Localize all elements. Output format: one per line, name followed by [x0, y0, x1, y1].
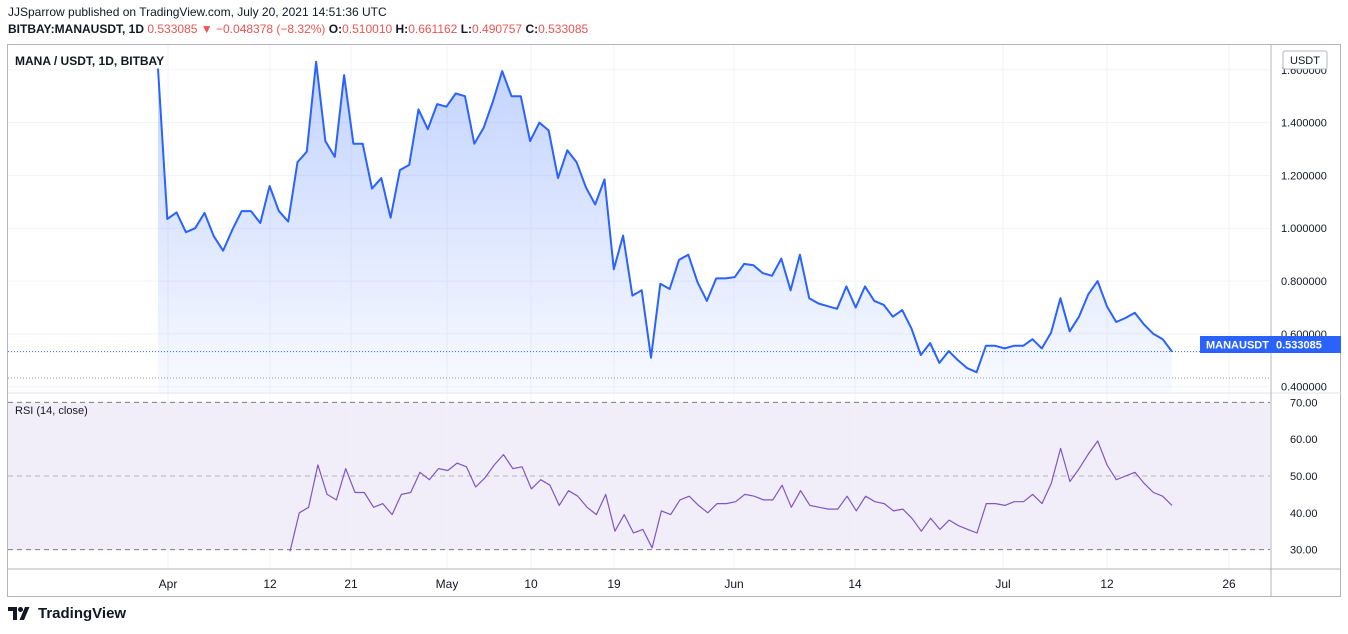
rsi-y-tick-label: 50.00 — [1290, 471, 1318, 483]
publisher-text: JJSparrow published on TradingView.com, … — [8, 5, 387, 19]
symbol-badge-label: MANAUSDT — [1206, 340, 1269, 352]
y-tick-label: 1.200000 — [1281, 170, 1327, 182]
x-tick-label: Apr — [159, 577, 178, 591]
chart-frame[interactable] — [7, 44, 1341, 597]
main-legend[interactable]: MANA / USDT, 1D, BITBAY — [15, 54, 164, 68]
y-tick-label: 0.400000 — [1281, 382, 1327, 394]
symbol-badge — [1200, 336, 1280, 353]
brand-name: TradingView — [38, 605, 127, 622]
rsi-y-tick-label: 70.00 — [1290, 397, 1318, 409]
open-value: 0.510010 — [342, 22, 393, 36]
price-change: −0.048378 (−8.32%) — [216, 22, 326, 36]
low-label: L: — [460, 22, 473, 36]
y-tick-label: 1.400000 — [1281, 118, 1327, 130]
footer[interactable]: TradingView — [8, 605, 126, 622]
tradingview-logo-icon — [8, 607, 30, 620]
x-tick-label: May — [436, 577, 459, 591]
x-tick-label: 26 — [1222, 577, 1236, 591]
close-value: 0.533085 — [538, 22, 589, 36]
x-tick-label: 12 — [1100, 577, 1114, 591]
rsi-line — [289, 440, 1173, 552]
axes — [8, 45, 1341, 596]
ohlc-header: BITBAY:MANAUSDT, 1D 0.533085 ▼ −0.048378… — [8, 22, 588, 36]
down-arrow-icon: ▼ — [200, 22, 213, 36]
price-badge-value: 0.533085 — [1276, 340, 1322, 352]
x-tick-label: 14 — [848, 577, 862, 591]
x-tick-label: Jun — [724, 577, 743, 591]
currency-box[interactable] — [1282, 50, 1328, 70]
y-tick-label: 0.800000 — [1281, 276, 1327, 288]
symbol-label: BITBAY:MANAUSDT, 1D — [8, 22, 145, 36]
price-area — [8, 60, 1270, 393]
rsi-area — [289, 440, 1173, 552]
last-price: 0.533085 — [147, 22, 198, 36]
price-badge — [1271, 336, 1341, 353]
chart-canvas[interactable]: Apr 12 21 May 10 19 Jun 14 Jul 12 261.6000001.4000… — [0, 0, 1348, 600]
rsi-y-tick-label: 60.00 — [1290, 434, 1318, 446]
low-value: 0.490757 — [472, 22, 523, 36]
rsi-legend[interactable]: RSI (14, close) — [15, 405, 88, 417]
rsi-y-tick-label: 40.00 — [1290, 508, 1318, 520]
x-tick-label: 21 — [344, 577, 358, 591]
currency-label[interactable]: USDT — [1290, 55, 1320, 67]
open-label: O: — [328, 22, 343, 36]
publish-info: JJSparrow published on TradingView.com, … — [8, 5, 387, 19]
x-tick-label: 12 — [263, 577, 277, 591]
close-label: C: — [525, 22, 539, 36]
price-line — [157, 60, 1173, 374]
x-tick-label: 10 — [524, 577, 538, 591]
price-area-fill — [158, 61, 1172, 393]
high-value: 0.661162 — [408, 22, 458, 36]
rsi-y-tick-label: 30.00 — [1290, 545, 1318, 557]
high-label: H: — [395, 22, 409, 36]
x-tick-label: 19 — [607, 577, 621, 591]
x-tick-label: Jul — [995, 577, 1010, 591]
y-tick-label: 1.000000 — [1281, 223, 1327, 235]
